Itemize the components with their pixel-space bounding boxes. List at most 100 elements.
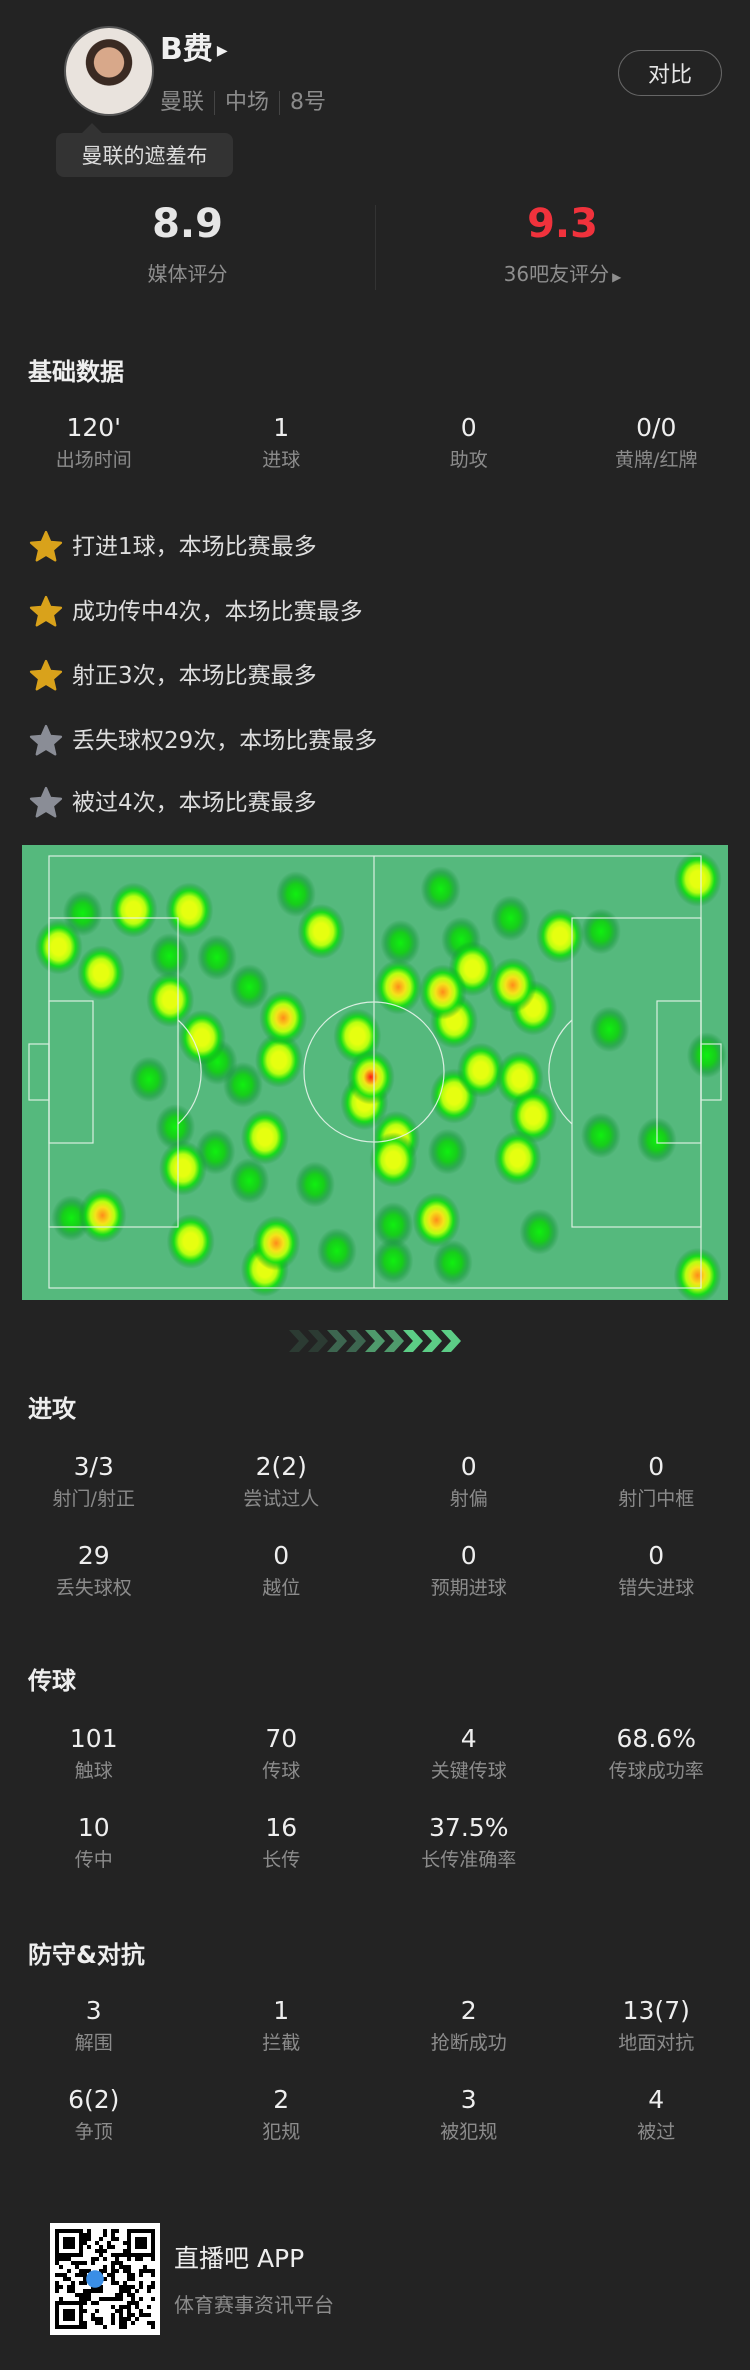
heat-spot (490, 895, 531, 942)
stat-item: 0/0 黄牌/红牌 (563, 412, 750, 472)
stat-item: 3/3 射门/射正 (0, 1451, 188, 1511)
stat-value: 10 (77, 1813, 110, 1842)
stat-value: 13(7) (622, 1996, 690, 2025)
stat-label: 地面对抗 (618, 2032, 695, 2054)
play-arrow-icon: ▶ (216, 42, 228, 59)
heat-spot (254, 1032, 303, 1088)
stat-label: 关键传球 (430, 1760, 507, 1782)
chevron-icon (441, 1330, 461, 1352)
heat-spot (149, 933, 190, 980)
stat-label: 丢失球权 (55, 1577, 132, 1599)
player-name[interactable]: B费 ▶ (160, 30, 228, 71)
heat-spot (373, 1201, 414, 1248)
stat-label: 长传 (262, 1849, 301, 1871)
heat-spot (488, 957, 537, 1013)
heat-spot (373, 1237, 414, 1284)
chevron-icon (308, 1330, 328, 1352)
highlight-item: 成功传中4次，本场比赛最多 (28, 594, 363, 630)
stat-value: 3 (460, 2085, 477, 2114)
heat-spot (374, 959, 423, 1015)
stat-item: 2(2) 尝试过人 (188, 1451, 376, 1511)
heat-spot (580, 1112, 621, 1159)
highlight-text: 丢失球权29次，本场比赛最多 (72, 728, 378, 754)
heat-spot (252, 1215, 301, 1271)
highlight-text: 射正3次，本场比赛最多 (72, 663, 317, 689)
heat-spot (380, 919, 421, 966)
stat-label: 传球成功率 (608, 1760, 704, 1782)
heat-spot (412, 1192, 461, 1248)
highlight-text: 成功传中4次，本场比赛最多 (72, 599, 363, 625)
stat-item: 4 被过 (563, 2084, 750, 2144)
media-rating-value: 8.9 (152, 201, 223, 247)
section-title-defense: 防守&对抗 (28, 1941, 145, 1969)
media-rating: 8.9 媒体评分 (0, 199, 375, 287)
heat-spot (673, 1247, 722, 1304)
heat-spot (77, 945, 126, 1001)
fan-rating[interactable]: 9.3 36吧友评分 ▶ (375, 199, 750, 290)
fan-rating-value: 9.3 (527, 201, 598, 247)
stat-value: 0 (648, 1452, 665, 1481)
chevron-icon (422, 1330, 442, 1352)
team: 曼联 (160, 90, 205, 115)
heat-spot (229, 963, 270, 1010)
player-tag-tooltip: 曼联的遮羞布 (56, 123, 233, 177)
stat-item: 10 传中 (0, 1812, 188, 1872)
stat-value: 29 (77, 1541, 110, 1570)
stat-item: 4 关键传球 (375, 1723, 563, 1783)
heat-spot (109, 882, 158, 938)
heat-spot (229, 1157, 270, 1204)
chevron-icon (384, 1330, 404, 1352)
player-avatar[interactable] (64, 26, 154, 116)
heat-spot (432, 1239, 473, 1286)
heat-spot (589, 1006, 630, 1053)
divider (375, 205, 376, 290)
stat-item: 0 预期进球 (375, 1540, 563, 1600)
chevron-icon (289, 1330, 309, 1352)
star-icon (29, 530, 63, 562)
stat-item: 101 触球 (0, 1723, 188, 1783)
stat-value: 2 (273, 2085, 290, 2114)
heat-spot (34, 919, 83, 975)
heat-spot (166, 1213, 215, 1269)
heat-spot (259, 990, 308, 1046)
heat-spot (456, 1042, 505, 1098)
stat-item: 68.6% 传球成功率 (563, 1723, 750, 1783)
stat-label: 出场时间 (55, 449, 132, 471)
heatmap-pitch (22, 845, 728, 1304)
stat-item: 0 错失进球 (563, 1540, 750, 1600)
stat-label: 传球 (262, 1760, 301, 1782)
stat-value: 37.5% (429, 1813, 509, 1842)
star-icon (29, 659, 63, 691)
heat-spot (427, 1128, 468, 1175)
stat-value: 0 (460, 1541, 477, 1570)
stat-label: 争顶 (74, 2121, 113, 2143)
heatmap-svg (28, 851, 727, 1304)
basic-stats: 120' 出场时间 1 进球 0 助攻 0/0 黄牌/红牌 (0, 412, 750, 472)
chevron-icon (403, 1330, 423, 1352)
app-logo-icon (86, 2270, 104, 2288)
chevron-icon (365, 1330, 385, 1352)
media-rating-label: 媒体评分 (147, 262, 228, 286)
heat-spot (493, 1130, 542, 1186)
attack-stats: 3/3 射门/射正 2(2) 尝试过人 0 射偏 0 射门中框 29 丢失球权 0 越位 0 预期进球 0 错… (0, 1451, 750, 1600)
section-title-passing: 传球 (28, 1667, 76, 1695)
stat-label: 传中 (74, 1849, 113, 1871)
stat-value: 4 (460, 1724, 477, 1753)
stat-item: 120' 出场时间 (0, 412, 188, 472)
stat-item: 3 解围 (0, 1995, 188, 2055)
heat-spot (294, 1161, 335, 1208)
star-icon (29, 595, 63, 627)
stat-value: 0 (460, 1452, 477, 1481)
pitch-lines (28, 855, 722, 1289)
compare-button[interactable]: 对比 (618, 50, 722, 96)
stat-item: 70 传球 (188, 1723, 376, 1783)
stat-item: 16 长传 (188, 1812, 376, 1872)
chevrons-icon (289, 1330, 461, 1352)
heat-spot (129, 1056, 170, 1103)
passing-stats: 101 触球 70 传球 4 关键传球 68.6% 传球成功率 10 传中 16 长传 37.5% 长传准… (0, 1723, 750, 1872)
star-icon (29, 724, 63, 756)
player-name-text: B费 (160, 32, 213, 67)
stat-value: 0 (273, 1541, 290, 1570)
heat-spot (519, 1208, 560, 1255)
scroll-hint-arrows (285, 1328, 465, 1358)
